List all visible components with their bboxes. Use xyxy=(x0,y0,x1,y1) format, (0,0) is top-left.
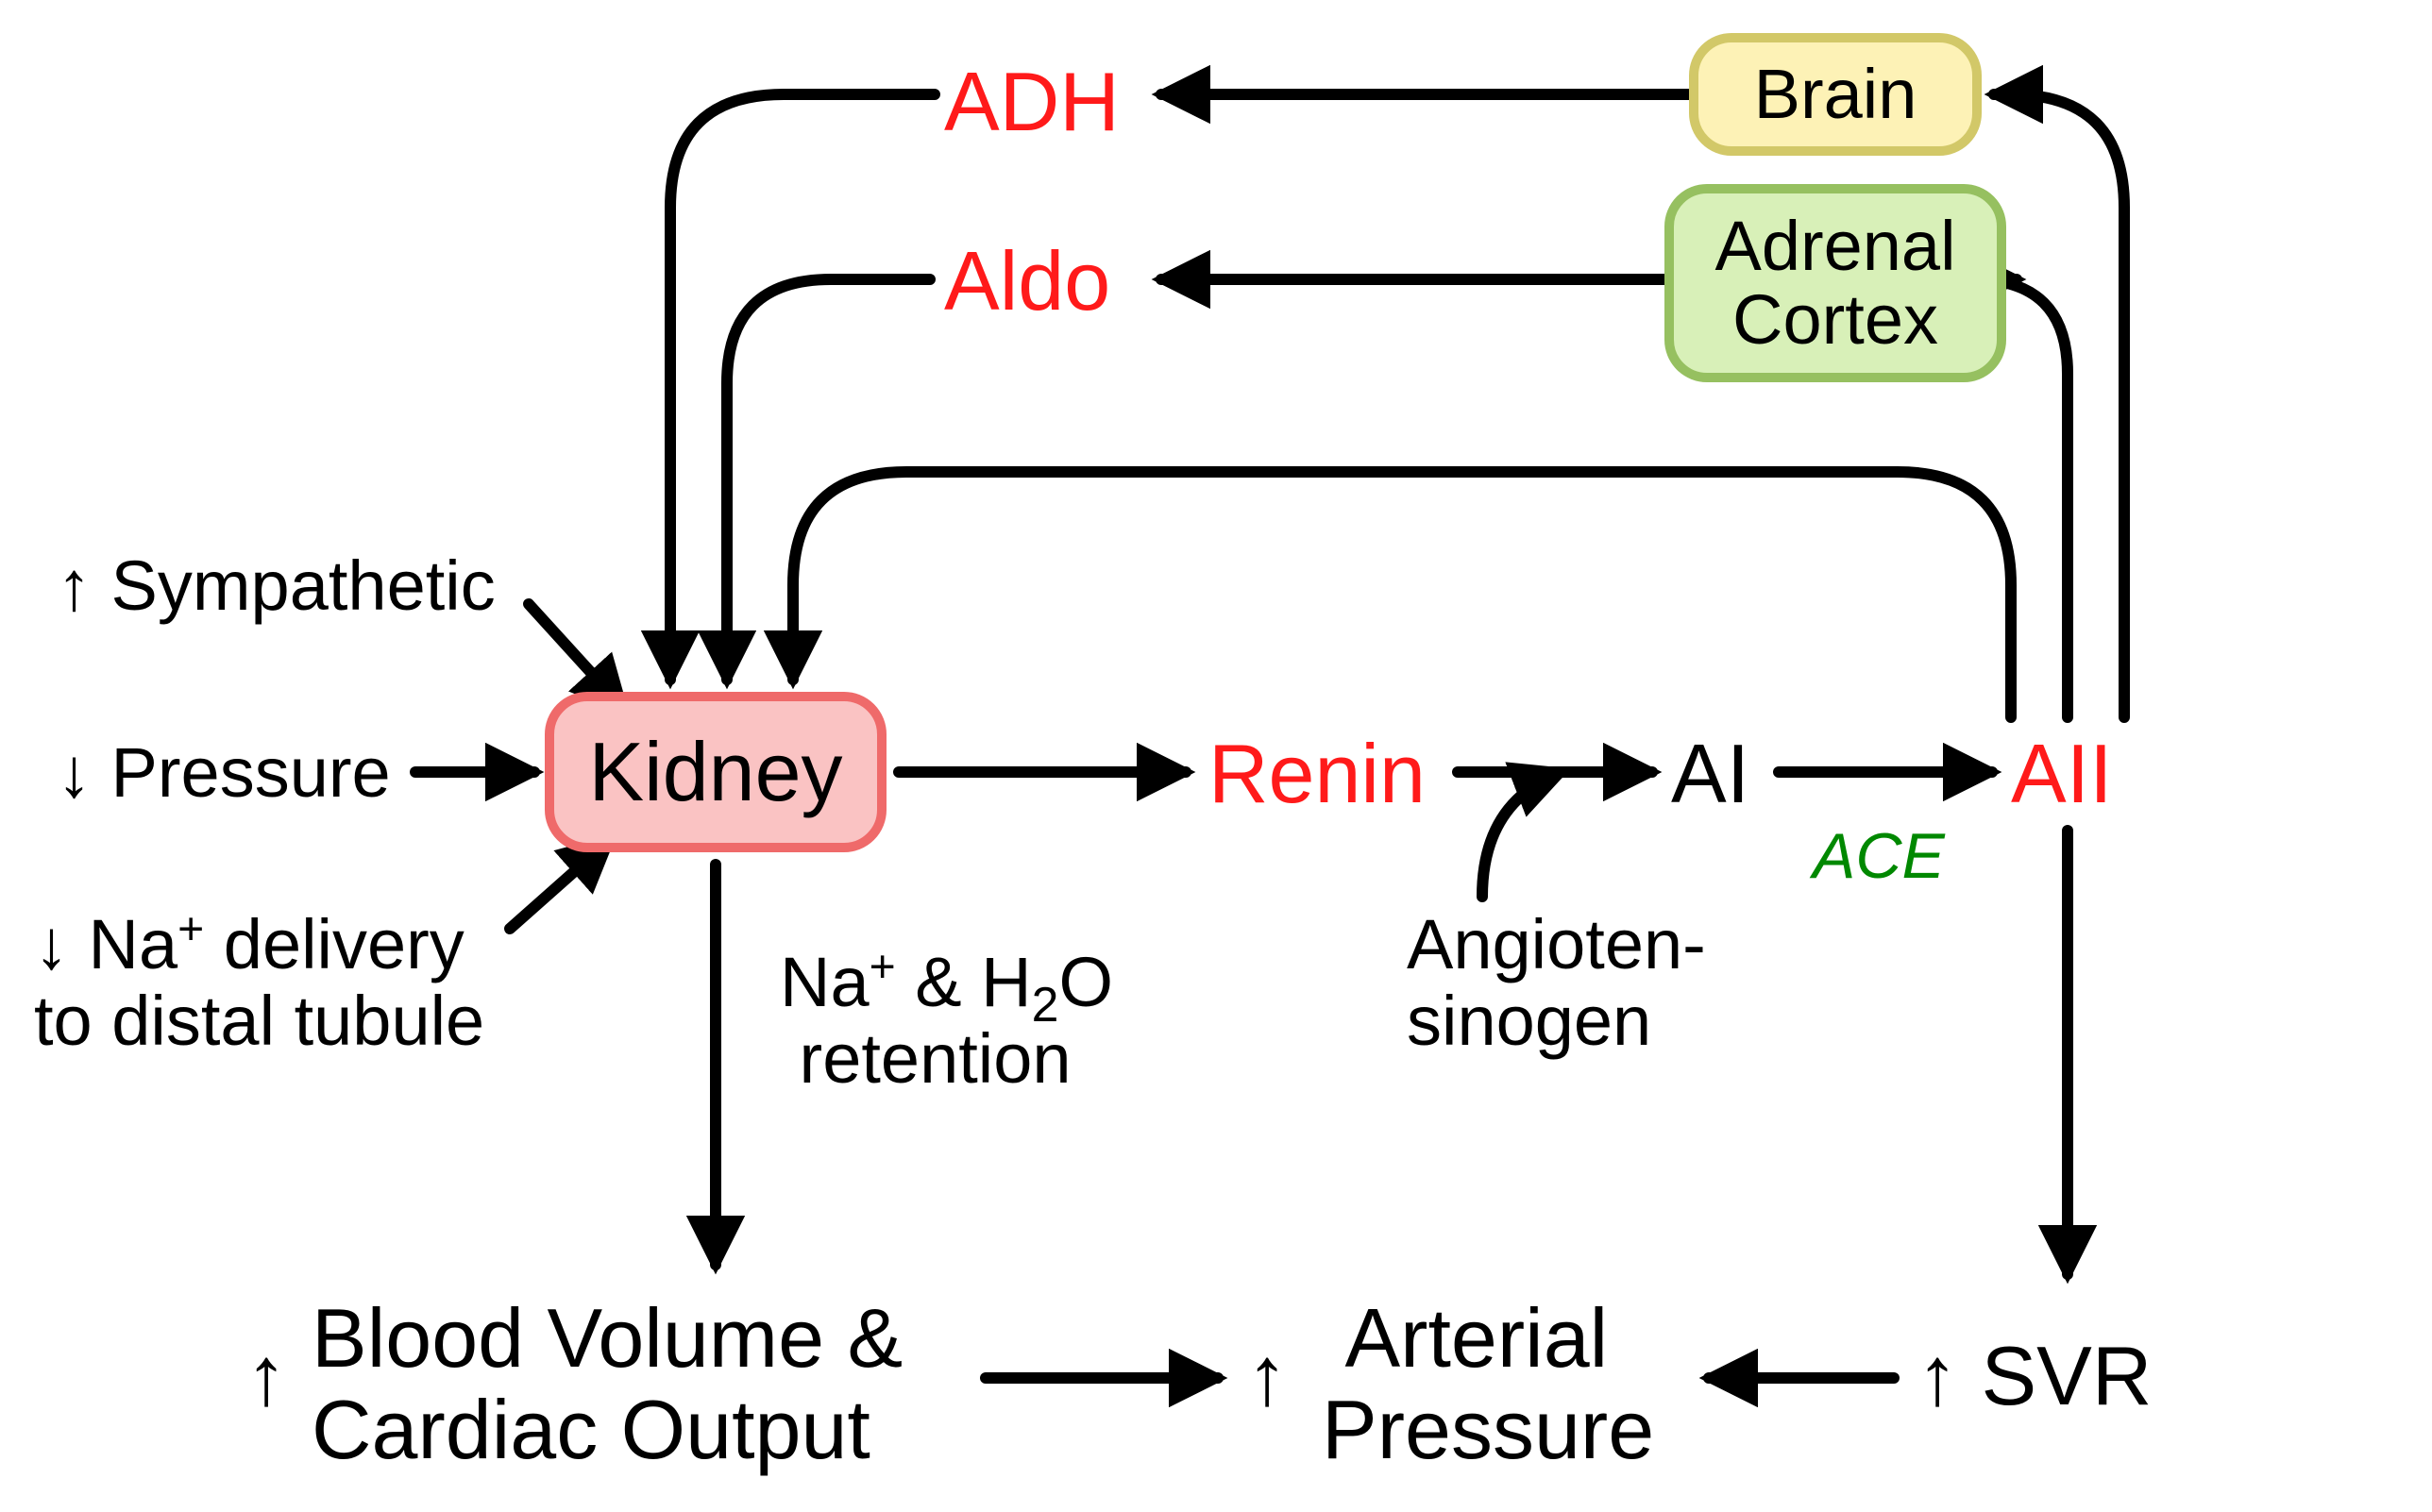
brain-label: Brain xyxy=(1694,38,1977,151)
adrenal-label: AdrenalCortex xyxy=(1669,189,2001,378)
na-retention-label: Na+ & H2O retention xyxy=(780,944,1113,1098)
bv-up-arrow: ↑ xyxy=(245,1331,287,1422)
angiotensinogen-label: Angioten-sinogen xyxy=(1407,906,1706,1060)
svr-label: ↑ SVR xyxy=(1917,1331,2152,1422)
ap-up-arrow: ↑ xyxy=(1246,1331,1288,1422)
na-delivery-label: ↓ Na+ deliveryto distal tubule xyxy=(34,906,484,1060)
ace-label: ACE xyxy=(1813,821,1945,892)
blood-volume-label: Blood Volume &Cardiac Output xyxy=(312,1293,903,1476)
aii-label: AII xyxy=(2011,729,2113,820)
edge-na-to-kidney xyxy=(510,840,610,929)
diagram-stage: Kidney Brain AdrenalCortex ADH Aldo Renin AI AI… xyxy=(0,0,2432,1512)
pressure-label: ↓ Pressure xyxy=(57,734,391,811)
edge-adh-to-kidney xyxy=(670,94,935,680)
edge-aldo-to-kidney xyxy=(727,279,930,680)
aldo-label: Aldo xyxy=(944,236,1110,328)
arterial-pressure-label: ArterialPressure xyxy=(1322,1293,1654,1476)
adh-label: ADH xyxy=(944,57,1120,148)
kidney-label: Kidney xyxy=(549,697,882,848)
ai-label: AI xyxy=(1671,729,1749,820)
renin-label: Renin xyxy=(1208,729,1426,820)
edge-angio-to-path xyxy=(1482,772,1562,897)
sympathetic-label: ↑ Sympathetic xyxy=(57,547,496,624)
edge-aii-up-kidney xyxy=(793,472,2011,717)
